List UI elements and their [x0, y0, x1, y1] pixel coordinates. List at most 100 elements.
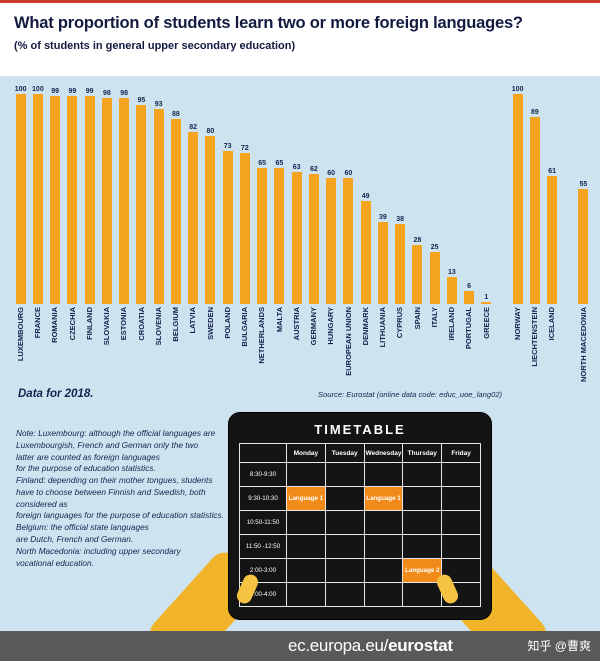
timetable-day-header: Thursday [402, 443, 443, 463]
timetable-empty-cell [402, 582, 443, 607]
bar [578, 188, 589, 304]
bar-column: 65 MALTA [271, 82, 288, 332]
bar-column: 72 BULGARIA [236, 82, 253, 347]
bar-area: 82 [188, 82, 199, 304]
bar-value-label: 60 [344, 170, 353, 177]
bar-category-label: SLOVENIA [153, 307, 163, 346]
bar [343, 178, 354, 304]
footer-url: ec.europa.eu/eurostat [288, 636, 453, 656]
bar-category-label: BELGIUM [171, 307, 181, 342]
bar [412, 245, 423, 304]
bar-column: 25 ITALY [426, 82, 443, 327]
bar-area: 38 [395, 82, 406, 304]
header: What proportion of students learn two or… [0, 3, 600, 52]
bar-column: 100 LUXEMBOURG [12, 82, 29, 361]
timetable-day-header: Monday [286, 443, 326, 463]
bar-column: 100 FRANCE [29, 82, 46, 338]
bar-value-label: 82 [189, 123, 198, 131]
footnotes: Note: Luxembourg: although the official … [16, 428, 225, 568]
bar-area: 93 [153, 82, 164, 304]
bar-value-label: 95 [137, 96, 146, 104]
bar-area: 13 [446, 82, 457, 304]
bar-area: 49 [360, 82, 371, 304]
bar-area: 39 [377, 82, 388, 304]
bar [222, 150, 233, 304]
bar-category-label: AUSTRIA [291, 307, 301, 341]
bar-category-label: NORWAY [512, 307, 522, 340]
bar-category-label: BULGARIA [240, 307, 250, 347]
bar-column: 65 NETHERLANDS [254, 82, 271, 364]
bar [32, 94, 43, 304]
timetable-empty-cell [286, 534, 326, 559]
bar-column: 98 SLOVAKIA [98, 82, 115, 345]
bar [257, 167, 268, 304]
bar-value-label: 80 [206, 128, 215, 135]
bar [84, 96, 95, 304]
bar-value-label: 100 [511, 86, 524, 93]
bar [395, 224, 406, 304]
top-accent-line [0, 0, 600, 3]
bar-value-label: 65 [258, 159, 267, 167]
bar-category-label: EUROPEAN UNION [343, 307, 353, 376]
bar-value-label: 100 [14, 86, 27, 93]
bar [188, 131, 199, 304]
bar-value-label: 63 [292, 163, 301, 171]
timetable-empty-cell [324, 582, 365, 607]
chart-panel: 100 LUXEMBOURG 100 FRANCE 99 ROMANIA 99 CZECHIA… [0, 76, 600, 631]
bar [481, 301, 492, 304]
bar-category-label: FRANCE [33, 307, 43, 339]
bar-value-label: 99 [68, 88, 77, 96]
bar-area: 99 [67, 82, 78, 304]
bar-category-label: LUXEMBOURG [15, 307, 25, 362]
bar-category-label: POLAND [222, 307, 232, 339]
bar [360, 201, 371, 304]
footer-bar: ec.europa.eu/eurostat 知乎 @曹爽 [0, 631, 600, 661]
timetable-empty-cell [441, 462, 481, 487]
bar-category-label: NETHERLANDS [257, 307, 267, 364]
bar [153, 108, 164, 304]
bar-value-label: 65 [275, 159, 284, 167]
bar-category-label: ICELAND [547, 307, 557, 341]
bar-value-label: 62 [309, 165, 318, 173]
bar [464, 291, 475, 304]
bar-column: 6 PORTUGAL [461, 82, 478, 349]
bar-value-label: 100 [32, 86, 44, 93]
bar-value-label: 98 [102, 90, 111, 98]
bar [101, 98, 112, 304]
bar-area: 100 [511, 82, 524, 304]
bar [326, 178, 337, 304]
bar-column: 98 ESTONIA [116, 82, 133, 340]
timetable-empty-cell [402, 462, 443, 487]
bar-column: 89 LIECHTENSTEIN [526, 82, 543, 367]
page-title: What proportion of students learn two or… [14, 14, 523, 32]
bar-column: 61 ICELAND [544, 82, 561, 340]
bar-column: 99 ROMANIA [47, 82, 64, 343]
bar-area: 55 [578, 82, 589, 304]
bar-column: 60 HUNGARY [323, 82, 340, 345]
bar-value-label: 6 [467, 283, 472, 291]
bar [67, 96, 78, 304]
bar-value-label: 28 [413, 237, 422, 245]
timetable-day-header: Tuesday [324, 443, 365, 463]
bar-column: 95 CROATIA [133, 82, 150, 341]
bar [170, 119, 181, 304]
bar-value-label: 73 [223, 142, 232, 150]
timetable-empty-cell [402, 534, 443, 559]
timetable-empty-cell [286, 582, 326, 607]
bar-area: 73 [222, 82, 233, 304]
bar-area: 99 [50, 82, 61, 304]
bar-value-label: 61 [548, 167, 557, 175]
bar [119, 98, 130, 304]
bar-category-label: LIECHTENSTEIN [530, 307, 540, 367]
bar-category-label: MALTA [274, 307, 284, 333]
timetable-grid: Monday Tuesday Wednesday Thursday Friday 8:30… [239, 443, 481, 607]
bar-area: 1 [481, 82, 492, 304]
bar [274, 167, 285, 304]
bar-value-label: 93 [154, 100, 163, 108]
bar-value-label: 55 [579, 180, 588, 188]
timetable-empty-cell [402, 510, 443, 535]
timetable-tablet-illustration: TIMETABLE Monday Tuesday Wednesday Thursday… [228, 412, 492, 620]
timetable-empty-cell [324, 462, 365, 487]
bar [446, 276, 457, 304]
